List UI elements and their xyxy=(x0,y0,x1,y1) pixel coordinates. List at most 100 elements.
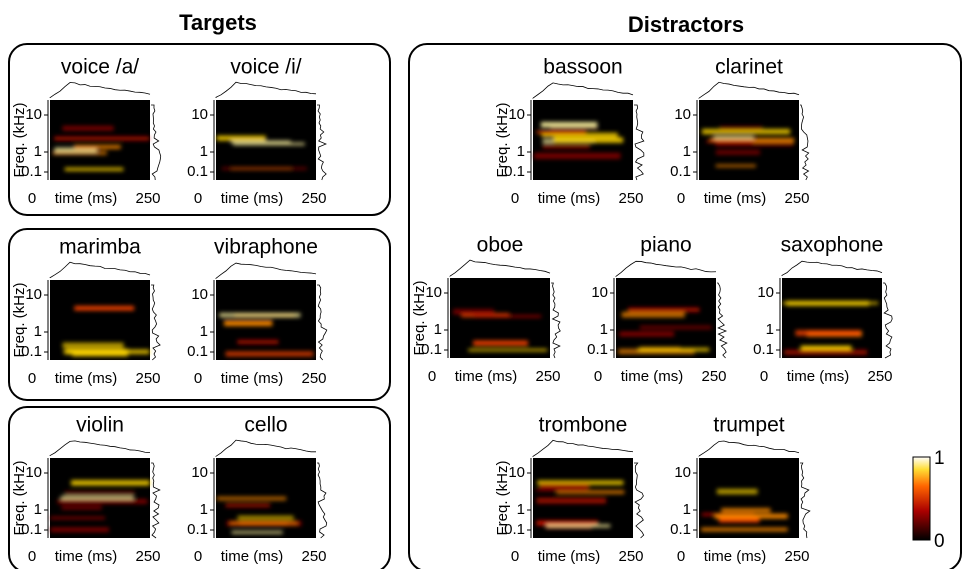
y-axis-label: Freq. (kHz) xyxy=(11,102,28,177)
spectral-band xyxy=(619,332,674,337)
spectral-band xyxy=(717,489,758,494)
spectral-band xyxy=(537,131,586,134)
y-tick-label: 0.1 xyxy=(753,341,774,358)
y-tick-label: 10 xyxy=(191,106,208,123)
y-tick-label: 1 xyxy=(34,501,42,518)
x-tick-label: 250 xyxy=(701,368,726,385)
spectral-band xyxy=(540,484,590,489)
spectral-band xyxy=(706,140,753,142)
panel-title: marimba xyxy=(59,236,141,259)
y-tick-label: 10 xyxy=(591,284,608,301)
panel-title: saxophone xyxy=(781,234,884,257)
y-tick-label: 1 xyxy=(683,143,691,160)
y-axis-label: Freq. (kHz) xyxy=(11,282,28,357)
spectral-band xyxy=(537,498,606,504)
envelope xyxy=(533,83,633,98)
x-tick-label: 250 xyxy=(301,190,326,207)
spectrogram xyxy=(699,458,799,538)
x-tick-label: 0 xyxy=(428,368,436,385)
spectral-band xyxy=(232,531,283,534)
envelope xyxy=(616,261,716,276)
colorbar-tick: 0 xyxy=(934,531,945,552)
spectral-band xyxy=(61,505,101,509)
x-axis-label: time (ms) xyxy=(704,548,767,565)
spectral-band xyxy=(541,122,597,127)
spectral-band xyxy=(622,312,685,318)
marginal-spectrum xyxy=(634,463,644,538)
y-tick-label: 10 xyxy=(674,106,691,123)
group-title: Targets xyxy=(179,10,257,35)
envelope xyxy=(50,83,150,98)
spectral-band xyxy=(65,491,135,495)
y-tick-label: 1 xyxy=(766,321,774,338)
x-axis-label: time (ms) xyxy=(704,190,767,207)
spectral-band xyxy=(715,143,793,146)
spectral-band xyxy=(222,167,307,170)
spectral-band xyxy=(226,351,314,356)
spectral-band xyxy=(716,164,756,167)
x-tick-label: 0 xyxy=(511,548,519,565)
x-axis-label: time (ms) xyxy=(221,190,284,207)
spectral-band xyxy=(63,343,124,349)
x-tick-label: 250 xyxy=(135,370,160,387)
y-tick-label: 0.1 xyxy=(587,341,608,358)
envelope xyxy=(216,82,316,98)
x-tick-label: 0 xyxy=(594,368,602,385)
envelope xyxy=(50,262,150,278)
x-tick-label: 250 xyxy=(135,190,160,207)
spectral-band xyxy=(217,497,286,501)
envelope xyxy=(533,440,633,456)
y-tick-label: 1 xyxy=(34,143,42,160)
spectral-band xyxy=(74,145,121,149)
x-tick-label: 250 xyxy=(867,368,892,385)
marginal-spectrum xyxy=(883,283,892,358)
spectral-band xyxy=(714,136,754,139)
panel-title: clarinet xyxy=(715,56,783,79)
spectral-band xyxy=(217,136,266,141)
marginal-spectrum xyxy=(800,463,810,538)
x-tick-label: 250 xyxy=(618,190,643,207)
x-tick-label: 250 xyxy=(618,548,643,565)
x-axis-label: time (ms) xyxy=(787,368,850,385)
spectral-band xyxy=(784,350,867,355)
x-tick-label: 0 xyxy=(194,190,202,207)
y-axis-label: Freq. (kHz) xyxy=(494,102,511,177)
x-tick-label: 0 xyxy=(194,370,202,387)
spectral-band xyxy=(474,315,541,317)
marginal-spectrum xyxy=(151,285,160,360)
spectral-band xyxy=(219,313,300,317)
spectrogram xyxy=(216,280,316,360)
marginal-spectrum xyxy=(800,105,809,180)
spectral-band xyxy=(628,308,700,312)
spectral-band xyxy=(721,508,770,512)
panel-title: violin xyxy=(76,414,124,437)
panel-title: vibraphone xyxy=(214,236,318,259)
panel-title: piano xyxy=(640,234,691,257)
x-tick-label: 250 xyxy=(784,548,809,565)
spectral-band xyxy=(64,350,150,355)
spectral-band xyxy=(230,521,297,524)
y-tick-label: 1 xyxy=(517,143,525,160)
spectral-band xyxy=(50,517,105,519)
y-tick-label: 1 xyxy=(200,323,208,340)
figure: Targets Distractors 1 0 voice /a/1010.1F… xyxy=(0,0,966,569)
x-tick-label: 250 xyxy=(135,548,160,565)
marginal-spectrum xyxy=(317,463,327,538)
spectral-band xyxy=(226,503,271,507)
spectral-band xyxy=(54,137,149,141)
x-tick-label: 0 xyxy=(28,548,36,565)
panel-title: voice /i/ xyxy=(230,56,301,79)
x-tick-label: 250 xyxy=(784,190,809,207)
y-axis-label: Freq. (kHz) xyxy=(411,280,428,355)
y-axis-label: Freq. (kHz) xyxy=(11,460,28,535)
y-tick-label: 0.1 xyxy=(187,343,208,360)
x-axis-label: time (ms) xyxy=(538,548,601,565)
envelope xyxy=(216,263,316,278)
x-tick-label: 0 xyxy=(511,190,519,207)
marginal-spectrum xyxy=(151,105,161,180)
x-axis-label: time (ms) xyxy=(621,368,684,385)
spectral-band xyxy=(71,480,150,485)
spectrogram xyxy=(450,278,550,358)
envelope xyxy=(50,441,150,456)
envelope xyxy=(450,260,550,276)
